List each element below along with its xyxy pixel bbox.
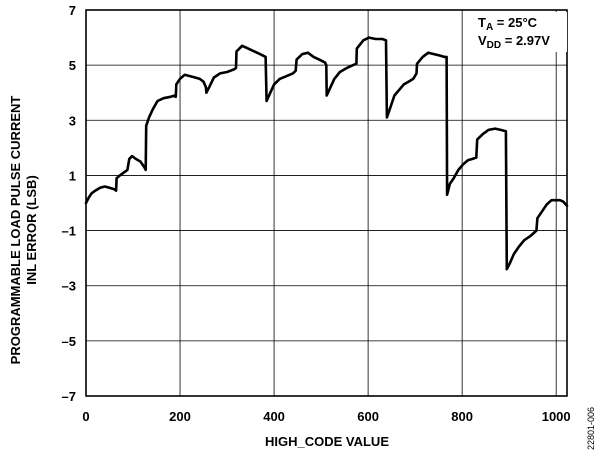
plot-frame — [85, 9, 568, 397]
x-tick-labels: 0 200 400 600 800 1000 — [82, 409, 570, 424]
y-axis-label: PROGRAMMABLE LOAD PULSE CURRENT INL ERRO… — [8, 96, 39, 365]
y-tick-label: –7 — [62, 389, 76, 404]
y-tick-label: 7 — [69, 3, 76, 18]
y-tick-label: 5 — [69, 58, 76, 73]
vdd-value: = 2.97V — [501, 33, 550, 48]
x-tick-label: 800 — [451, 409, 473, 424]
annotation-temperature: TA = 25°C — [478, 15, 538, 33]
inl-series-line — [84, 36, 569, 271]
x-tick-label: 200 — [169, 409, 191, 424]
ta-value: = 25°C — [493, 15, 537, 30]
ta-subscript: A — [486, 22, 493, 33]
vdd-symbol: V — [478, 33, 487, 48]
ta-symbol: T — [478, 15, 486, 30]
annotation-box: TA = 25°C VDD = 2.97V — [473, 12, 567, 52]
y-tick-label: 3 — [69, 113, 76, 128]
y-axis-label-line-1: PROGRAMMABLE LOAD PULSE CURRENT — [8, 96, 23, 365]
figure-id: 22801-006 — [586, 407, 596, 450]
y-tick-label: –5 — [62, 334, 76, 349]
x-tick-label: 400 — [263, 409, 285, 424]
y-tick-labels: –7 –5 –3 –1 1 3 5 7 — [62, 3, 76, 404]
vdd-subscript: DD — [487, 40, 501, 51]
x-tick-label: 0 — [82, 409, 89, 424]
annotation-supply-voltage: VDD = 2.97V — [478, 33, 550, 51]
x-axis-label: HIGH_CODE VALUE — [265, 434, 389, 449]
series-layer — [84, 36, 569, 271]
annotation-background — [473, 12, 567, 52]
x-tick-label: 600 — [357, 409, 379, 424]
y-tick-label: –3 — [62, 279, 76, 294]
y-axis-label-line-2: INL ERROR (LSB) — [24, 175, 39, 285]
x-tick-label: 1000 — [542, 409, 571, 424]
y-tick-label: –1 — [62, 224, 76, 239]
y-tick-label: 1 — [69, 168, 76, 183]
